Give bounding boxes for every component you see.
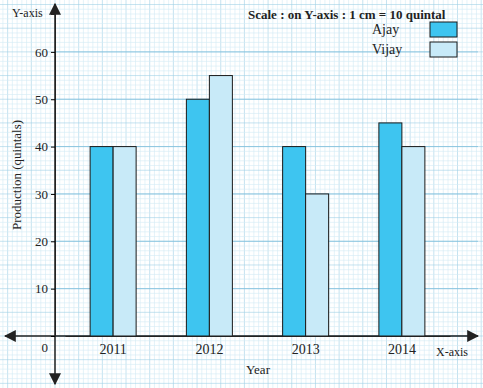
legend: Ajay Vijay: [372, 22, 457, 57]
bar: [306, 194, 329, 336]
y-tick: 30: [35, 187, 55, 202]
legend-swatch: [430, 22, 457, 37]
bar: [283, 147, 306, 336]
y-tick-mark: [51, 241, 55, 242]
bar: [379, 123, 402, 336]
paper-line: [0, 359, 483, 360]
y-axis-annotation: Y-axis: [12, 6, 43, 20]
x-tick-label: 2011: [99, 342, 126, 357]
bar: [186, 99, 209, 336]
x-axis-annotation: X-axis: [436, 345, 468, 359]
paper-line: [0, 89, 483, 90]
paper-line: [0, 37, 483, 38]
y-tick-label: 40: [35, 139, 48, 154]
x-tick: 2014: [388, 336, 416, 357]
paper-line: [0, 4, 483, 5]
y-tick-label: 20: [35, 234, 48, 249]
y-tick: 50: [35, 92, 55, 107]
title: Scale : on Y-axis : 1 cm = 10 quintal: [248, 7, 446, 22]
paper-line: [0, 132, 483, 133]
x-axis-title: Year: [246, 362, 271, 377]
paper-line: [0, 61, 483, 62]
paper-line: [0, 80, 483, 81]
grid-line: [55, 99, 478, 100]
paper-line: [0, 51, 483, 52]
x-tick: 2013: [292, 336, 320, 357]
paper-line: [0, 103, 483, 104]
y-tick: 0: [42, 337, 56, 356]
y-tick-mark: [51, 194, 55, 195]
y-axis: 0 10 20 30 40 50 60: [35, 15, 56, 356]
y-axis-line: [51, 15, 56, 337]
x-tick: 2011: [99, 336, 126, 357]
graph-paper: [0, 0, 483, 388]
legend-label: Ajay: [372, 22, 399, 37]
bar: [90, 147, 113, 336]
y-tick-label: 50: [35, 92, 48, 107]
y-tick-mark: [51, 52, 55, 53]
y-tick-label: 0: [42, 340, 49, 355]
bars: [90, 76, 425, 336]
paper-line: [0, 373, 483, 374]
y-tick-mark: [51, 336, 55, 337]
paper-line: [0, 99, 483, 100]
paper-line: [0, 364, 483, 365]
y-tick-mark: [51, 147, 55, 148]
y-tick-label: 10: [35, 281, 48, 296]
bar: [113, 147, 136, 336]
paper-line: [0, 137, 483, 138]
x-tick: 2012: [195, 336, 223, 357]
legend-swatch: [430, 42, 457, 57]
y-axis-title: Production (quintals): [9, 120, 24, 230]
y-tick-label: 30: [35, 187, 48, 202]
grid-line: [55, 51, 478, 52]
paper-line: [0, 47, 483, 48]
y-tick: 60: [35, 45, 55, 60]
paper-line: [0, 85, 483, 86]
paper-line: [0, 32, 483, 33]
paper-line: [0, 378, 483, 379]
x-tick-label: 2012: [195, 342, 223, 357]
y-tick-mark: [51, 289, 55, 290]
x-tick-label: 2014: [388, 342, 416, 357]
paper-line: [0, 28, 483, 29]
paper-line: [0, 23, 483, 24]
bar: [402, 147, 425, 336]
y-tick: 20: [35, 234, 55, 249]
paper-line: [0, 122, 483, 123]
y-tick-label: 60: [35, 45, 48, 60]
paper-line: [0, 94, 483, 95]
paper-line: [0, 70, 483, 71]
x-tick-label: 2013: [292, 342, 320, 357]
y-tick-mark: [51, 99, 55, 100]
y-tick: 40: [35, 139, 55, 154]
paper-line: [0, 369, 483, 370]
paper-line: [0, 66, 483, 67]
paper-line: [0, 383, 483, 384]
paper-line: [0, 108, 483, 109]
grid: [55, 52, 478, 336]
legend-label: Vijay: [372, 42, 402, 57]
y-tick: 10: [35, 281, 55, 296]
x-axis: 2011 2012 2013 2014: [66, 336, 451, 357]
paper-line: [0, 75, 483, 76]
paper-line: [0, 141, 483, 142]
chart: 0 10 20 30 40 50 60 2011 2012 2013 2014 Scale : on …: [0, 0, 483, 388]
paper-line: [0, 56, 483, 57]
paper-line: [0, 113, 483, 114]
bar: [209, 76, 232, 336]
x-axis-line: [66, 336, 451, 337]
paper-line: [0, 118, 483, 119]
paper-line: [0, 42, 483, 43]
paper-line: [0, 127, 483, 128]
